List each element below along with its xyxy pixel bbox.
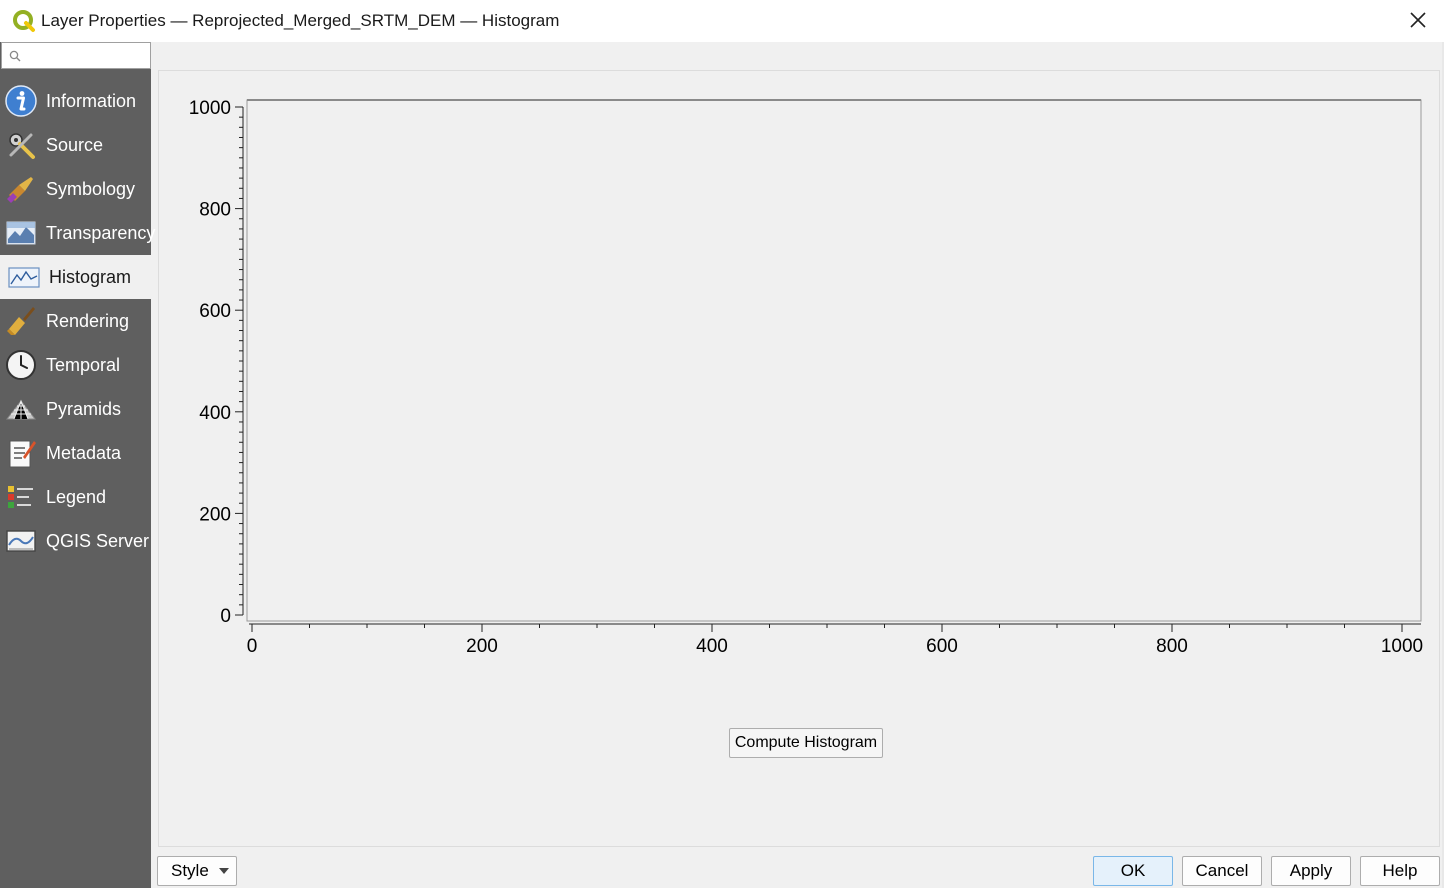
information-icon — [5, 85, 37, 117]
compute-histogram-button[interactable]: Compute Histogram — [729, 728, 883, 758]
style-dropdown-button[interactable]: Style — [157, 856, 237, 886]
sidebar-item-metadata[interactable]: Metadata — [0, 431, 151, 475]
sidebar-item-label: Information — [46, 91, 137, 111]
close-button[interactable] — [1400, 4, 1436, 36]
sidebar-item-qgis-server[interactable]: QGIS Server — [0, 519, 151, 563]
rendering-brush-icon — [7, 307, 35, 335]
y-tick-label: 0 — [220, 606, 231, 627]
sidebar-item-temporal[interactable]: Temporal — [0, 343, 151, 387]
style-button-label: Style — [171, 861, 209, 880]
y-tick-label: 600 — [199, 301, 231, 322]
y-tick-label: 1000 — [189, 98, 231, 119]
sidebar-item-label: Source — [46, 135, 104, 155]
sidebar-item-symbology[interactable]: Symbology — [0, 167, 151, 211]
x-tick-label: 600 — [926, 636, 958, 657]
sidebar-item-label: Temporal — [46, 355, 121, 375]
help-button[interactable]: Help — [1360, 856, 1440, 886]
sidebar-item-label: Metadata — [46, 443, 122, 463]
sidebar-item-label: Rendering — [46, 311, 130, 331]
y-tick-label: 200 — [199, 504, 231, 525]
x-tick-label: 1000 — [1381, 636, 1423, 657]
sidebar-item-label: Symbology — [46, 179, 136, 199]
sidebar-item-label: Transparency — [46, 223, 156, 243]
qgis-logo-icon — [13, 10, 35, 32]
apply-button[interactable]: Apply — [1271, 856, 1351, 886]
histogram-panel: 0 200 400 600 800 1000 0 200 400 600 800 1000 Compu… — [158, 70, 1440, 847]
sidebar-item-histogram[interactable]: Histogram — [0, 255, 151, 299]
search-icon — [9, 50, 21, 62]
pyramids-icon — [5, 399, 37, 420]
histogram-icon — [8, 267, 40, 288]
sidebar-item-label: QGIS Server — [46, 531, 150, 551]
sidebar: Information Source Symbology — [0, 42, 155, 888]
y-tick-label: 400 — [199, 403, 231, 424]
transparency-icon — [6, 221, 36, 245]
sidebar-item-information[interactable]: Information — [0, 79, 151, 123]
close-icon — [1410, 12, 1426, 28]
title-bar: Layer Properties — Reprojected_Merged_SR… — [0, 0, 1444, 42]
x-tick-label: 800 — [1156, 636, 1188, 657]
window-edge — [1442, 42, 1444, 888]
histogram-chart: 0 200 400 600 800 1000 0 200 400 600 800 1000 — [189, 98, 1423, 657]
legend-icon — [8, 486, 33, 508]
x-tick-label: 400 — [696, 636, 728, 657]
metadata-pencil-icon — [9, 440, 36, 468]
window-title: Layer Properties — Reprojected_Merged_SR… — [41, 11, 560, 30]
sidebar-item-source[interactable]: Source — [0, 123, 151, 167]
symbology-brush-icon — [7, 177, 33, 203]
sidebar-item-rendering[interactable]: Rendering — [0, 299, 151, 343]
sidebar-item-legend[interactable]: Legend — [0, 475, 151, 519]
sidebar-item-transparency[interactable]: Transparency — [0, 211, 155, 255]
search-input[interactable] — [22, 45, 146, 66]
x-tick-label: 0 — [247, 636, 258, 657]
chevron-down-icon — [219, 868, 229, 874]
sidebar-item-label: Legend — [46, 487, 107, 507]
temporal-clock-icon — [6, 350, 36, 380]
y-tick-label: 800 — [199, 200, 231, 221]
cancel-button[interactable]: Cancel — [1182, 856, 1262, 886]
sidebar-item-label: Pyramids — [46, 399, 122, 419]
ok-button[interactable]: OK — [1093, 856, 1173, 886]
sidebar-item-label: Histogram — [49, 267, 132, 287]
source-wrench-icon — [9, 133, 35, 159]
sidebar-item-pyramids[interactable]: Pyramids — [0, 387, 151, 431]
x-tick-label: 200 — [466, 636, 498, 657]
sidebar-search[interactable] — [1, 42, 151, 69]
qgis-server-icon — [6, 530, 36, 552]
plot-canvas — [246, 99, 1422, 622]
